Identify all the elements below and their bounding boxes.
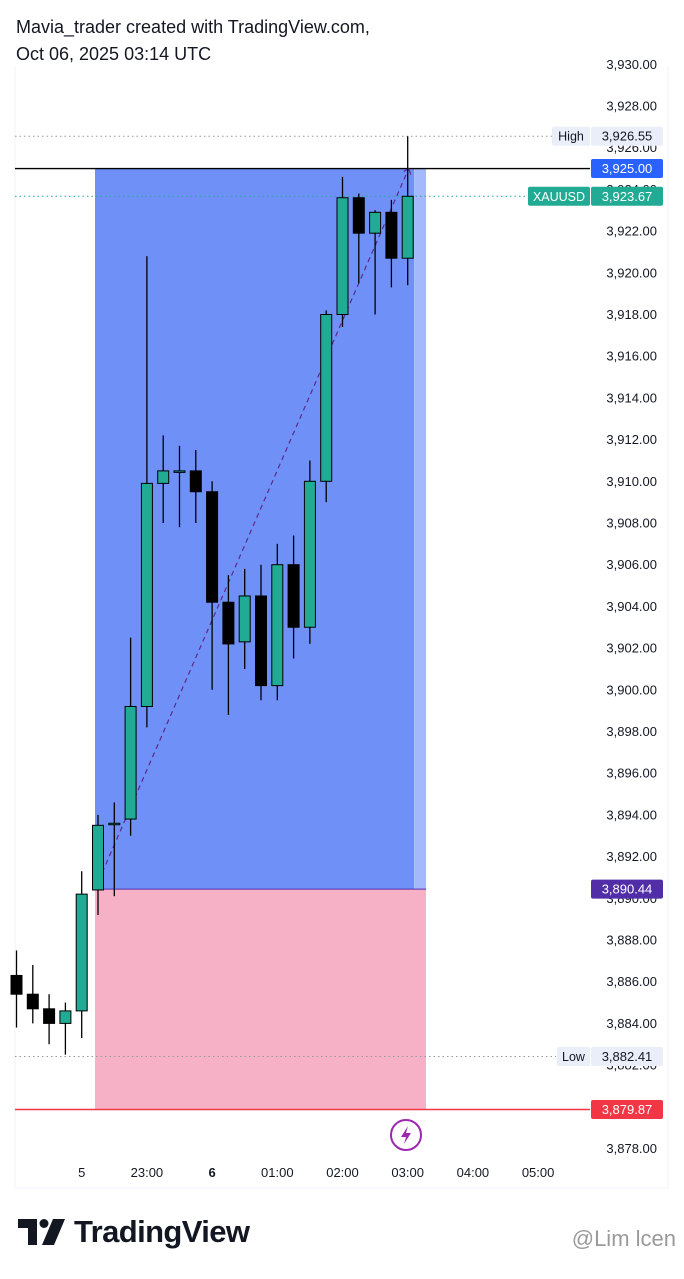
candle-up (140, 482, 153, 707)
y-tick-label: 3,902.00 (606, 641, 657, 656)
candle-down (206, 491, 219, 603)
y-tick-label: 3,906.00 (606, 557, 657, 572)
profit-zone-future (414, 168, 426, 890)
header-timestamp: Oct 06, 2025 03:14 UTC (16, 44, 212, 64)
x-tick-label: 01:00 (261, 1165, 294, 1180)
author-watermark: @Lim lcen (571, 1226, 676, 1251)
loss-zone (95, 889, 426, 1110)
trade-path-arrowhead (403, 167, 412, 175)
y-tick-label: 3,884.00 (606, 1016, 657, 1031)
low-label-text: Low (562, 1050, 586, 1064)
y-tick-label: 3,930.00 (606, 57, 657, 72)
candle-down (385, 211, 398, 259)
y-tick-label: 3,896.00 (606, 766, 657, 781)
low-value-tag-box (591, 1047, 663, 1067)
candle-up (271, 564, 284, 687)
y-tick-label: 3,918.00 (606, 307, 657, 322)
candle-up (75, 893, 88, 1012)
candle-up (401, 195, 414, 259)
trade-path-line (94, 168, 410, 890)
high-value-tag-text: 3,926.55 (602, 129, 653, 144)
y-tick-label: 3,886.00 (606, 974, 657, 989)
low-label-box (557, 1047, 590, 1067)
candle-down (189, 470, 202, 493)
tradingview-logo: TradingView (18, 1214, 250, 1250)
high-label-box (552, 126, 590, 146)
x-tick-label: 6 (208, 1165, 215, 1180)
candle-up (303, 480, 316, 628)
stop-value-tag-text: 3,879.87 (602, 1102, 653, 1117)
stop-value-tag-box (591, 1100, 663, 1120)
current-price-tag-text: 3,923.67 (602, 189, 653, 204)
chart-header: Mavia_trader created with TradingView.co… (16, 14, 370, 68)
y-tick-label: 3,910.00 (606, 474, 657, 489)
candle-up (157, 470, 170, 484)
y-tick-label: 3,888.00 (606, 933, 657, 948)
current-price-tag-box (591, 186, 663, 206)
candle-down (255, 595, 267, 687)
candle-up (369, 211, 382, 234)
y-tick-label: 3,904.00 (606, 599, 657, 614)
candle-up (238, 595, 251, 643)
candle-down (287, 564, 300, 628)
candle-down (43, 1008, 56, 1024)
target-value-tag-box (591, 159, 663, 179)
tradingview-logo-icon (18, 1219, 65, 1245)
candle-up (92, 824, 104, 891)
y-tick-label: 3,916.00 (606, 349, 657, 364)
lightning-icon (401, 1126, 411, 1144)
candle-down (352, 197, 365, 234)
candle-up (336, 197, 349, 316)
tradingview-brand-text: TradingView (74, 1214, 250, 1249)
entry-value-tag-text: 3,890.44 (602, 882, 653, 897)
high-value-tag-box (591, 126, 663, 146)
y-tick-label: 3,908.00 (606, 516, 657, 531)
candle-up (320, 314, 333, 482)
target-value-tag-text: 3,925.00 (602, 161, 653, 176)
y-tick-label: 3,922.00 (606, 224, 657, 239)
x-tick-label: 05:00 (522, 1165, 555, 1180)
y-tick-label: 3,928.00 (606, 99, 657, 114)
y-tick-label: 3,878.00 (606, 1141, 657, 1156)
symbol-label-text: XAUUSD (533, 190, 585, 204)
high-label-text: High (558, 130, 584, 144)
y-tick-label: 3,900.00 (606, 682, 657, 697)
candle-down (222, 601, 235, 645)
x-tick-label: 04:00 (457, 1165, 490, 1180)
y-tick-label: 3,898.00 (606, 724, 657, 739)
x-tick-label: 02:00 (326, 1165, 359, 1180)
y-tick-label: 3,920.00 (606, 265, 657, 280)
candle-up (108, 822, 121, 826)
y-tick-label: 3,892.00 (606, 849, 657, 864)
entry-value-tag-box (591, 879, 663, 899)
candle-up (124, 705, 137, 820)
y-tick-label: 3,914.00 (606, 390, 657, 405)
candle-down (26, 993, 39, 1010)
candle-up (173, 470, 186, 473)
header-author: Mavia_trader created with TradingView.co… (16, 17, 370, 37)
x-tick-label: 23:00 (131, 1165, 164, 1180)
y-tick-label: 3,894.00 (606, 807, 657, 822)
candle-down (10, 974, 23, 995)
candle-up (59, 1010, 72, 1024)
y-tick-label: 3,912.00 (606, 432, 657, 447)
x-tick-label: 03:00 (391, 1165, 424, 1180)
x-tick-label: 5 (78, 1165, 85, 1180)
symbol-label-box (528, 186, 590, 206)
low-value-tag-text: 3,882.41 (602, 1049, 653, 1064)
